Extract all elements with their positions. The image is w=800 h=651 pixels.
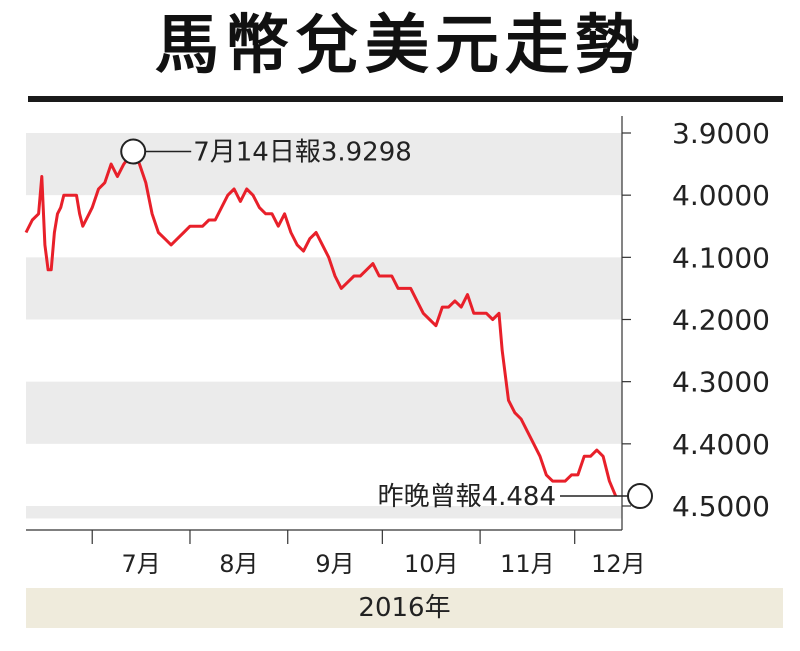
x-tick-label: 11月 <box>500 550 555 578</box>
y-tick-label: 4.4000 <box>672 428 770 461</box>
y-tick-label: 4.5000 <box>672 490 770 523</box>
y-tick-label: 4.2000 <box>672 304 770 337</box>
annotation-label: 7月14日報3.9298 <box>193 138 412 168</box>
title-rule <box>28 96 783 102</box>
y-tick-label: 4.0000 <box>672 179 770 212</box>
line-chart: 3.9000 4.0000 4.1000 4.2000 4.3000 4.4000 4.50… <box>24 116 770 578</box>
annotation-marker <box>627 483 653 510</box>
y-tick-label: 4.3000 <box>672 366 770 399</box>
chart-title: 馬幣兌美元走勢 <box>155 8 645 83</box>
grid-band <box>26 257 622 320</box>
annotation-marker <box>120 138 147 165</box>
x-tick-label: 8月 <box>219 550 258 578</box>
x-tick-label: 10月 <box>404 550 459 578</box>
x-axis-label: 2016年 <box>358 593 451 623</box>
annotation-label: 昨晚曾報4.484 <box>378 482 556 512</box>
grid-band <box>26 381 622 444</box>
y-tick-label: 3.9000 <box>672 117 770 150</box>
grid-band <box>26 506 622 519</box>
x-tick-label: 7月 <box>121 550 160 578</box>
x-tick-label: 9月 <box>315 550 354 578</box>
x-axis-year-band: 2016年 <box>26 588 783 628</box>
x-tick-label: 12月 <box>591 550 646 578</box>
y-tick-label: 4.1000 <box>672 241 770 274</box>
series-line <box>24 150 618 497</box>
